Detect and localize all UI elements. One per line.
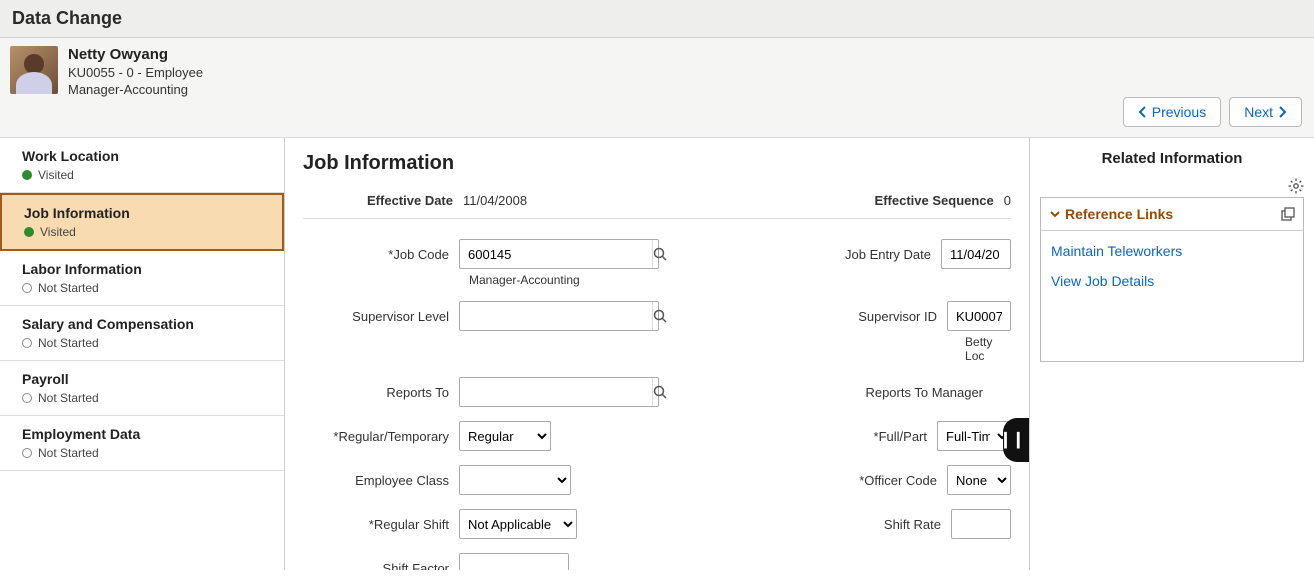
step-work-location[interactable]: Work Location Visited: [0, 138, 284, 193]
reg-temp-select[interactable]: Regular: [459, 421, 551, 451]
officer-code-label: Officer Code: [727, 473, 947, 488]
emp-class-select[interactable]: [459, 465, 571, 495]
reports-to-label: Reports To: [303, 385, 459, 400]
reg-shift-label: Regular Shift: [303, 517, 459, 532]
step-status: Visited: [40, 225, 76, 239]
step-salary-compensation[interactable]: Salary and Compensation Not Started: [0, 306, 284, 361]
supervisor-id-input[interactable]: [947, 301, 1011, 331]
shift-factor-input[interactable]: [459, 553, 569, 570]
avatar: [10, 46, 58, 94]
status-dot-icon: [22, 338, 32, 348]
status-dot-icon: [22, 393, 32, 403]
card-title-row[interactable]: Reference Links: [1049, 206, 1173, 222]
reg-temp-label: Regular/Temporary: [303, 429, 459, 444]
step-status: Not Started: [38, 391, 99, 405]
step-status: Not Started: [38, 446, 99, 460]
left-step-nav: Work Location Visited Job Information Vi…: [0, 138, 285, 570]
step-labor-information[interactable]: Labor Information Not Started: [0, 251, 284, 306]
step-employment-data[interactable]: Employment Data Not Started: [0, 416, 284, 471]
step-title: Salary and Compensation: [22, 316, 270, 332]
reports-to-manager-label: Reports To Manager: [773, 385, 993, 400]
step-title: Employment Data: [22, 426, 270, 442]
link-maintain-teleworkers[interactable]: Maintain Teleworkers: [1051, 243, 1293, 259]
job-code-field[interactable]: [459, 239, 659, 269]
step-payroll[interactable]: Payroll Not Started: [0, 361, 284, 416]
section-heading: Job Information: [303, 152, 1011, 175]
settings-button[interactable]: [1288, 178, 1304, 194]
person-title-line: Manager-Accounting: [68, 82, 203, 97]
effective-seq-value: 0: [1004, 193, 1011, 208]
step-status: Not Started: [38, 336, 99, 350]
person-id-line: KU0055 - 0 - Employee: [68, 65, 203, 80]
shift-rate-input[interactable]: [951, 509, 1011, 539]
status-dot-icon: [22, 170, 32, 180]
gear-icon: [1288, 178, 1304, 194]
job-entry-date-label: Job Entry Date: [721, 247, 941, 262]
previous-button[interactable]: Previous: [1123, 97, 1221, 127]
pause-icon: ▎▎: [1004, 432, 1029, 449]
person-bar: Netty Owyang KU0055 - 0 - Employee Manag…: [0, 38, 1314, 138]
page-title: Data Change: [12, 8, 1302, 29]
shift-rate-label: Shift Rate: [731, 517, 951, 532]
link-view-job-details[interactable]: View Job Details: [1051, 273, 1293, 289]
search-icon: [653, 385, 667, 399]
page-header: Data Change: [0, 0, 1314, 38]
status-dot-icon: [22, 448, 32, 458]
status-dot-icon: [24, 227, 34, 237]
previous-label: Previous: [1152, 104, 1206, 120]
related-info-panel: Related Information Reference Links Main…: [1029, 138, 1314, 570]
job-code-description: Manager-Accounting: [469, 273, 1011, 287]
step-title: Work Location: [22, 148, 270, 164]
full-part-select[interactable]: Full-Time: [937, 421, 1011, 451]
reference-links-card: Reference Links Maintain Teleworkers Vie…: [1040, 197, 1304, 362]
supervisor-level-label: Supervisor Level: [303, 309, 459, 324]
job-code-input[interactable]: [460, 240, 652, 268]
effective-seq-label: Effective Sequence: [814, 193, 994, 208]
officer-code-select[interactable]: None: [947, 465, 1011, 495]
reports-to-field[interactable]: [459, 377, 659, 407]
reg-shift-select[interactable]: Not Applicable: [459, 509, 577, 539]
search-icon: [653, 309, 667, 323]
status-dot-icon: [22, 283, 32, 293]
step-status: Visited: [38, 168, 74, 182]
expand-card-button[interactable]: [1281, 207, 1295, 221]
step-title: Job Information: [24, 205, 268, 221]
step-job-information[interactable]: Job Information Visited: [0, 193, 284, 251]
step-title: Payroll: [22, 371, 270, 387]
chevron-left-icon: [1138, 106, 1148, 118]
reports-to-lookup-button[interactable]: [652, 378, 667, 406]
job-entry-date-input[interactable]: [941, 239, 1011, 269]
supervisor-level-field[interactable]: [459, 301, 659, 331]
chevron-down-icon: [1049, 208, 1061, 220]
card-title: Reference Links: [1065, 206, 1173, 222]
person-name: Netty Owyang: [68, 46, 203, 63]
effective-date-label: Effective Date: [303, 193, 453, 208]
effective-date-value: 11/04/2008: [463, 193, 527, 208]
step-status: Not Started: [38, 281, 99, 295]
related-info-heading: Related Information: [1030, 138, 1314, 175]
popout-icon: [1281, 207, 1295, 221]
supervisor-level-input[interactable]: [460, 302, 652, 330]
supervisor-level-lookup-button[interactable]: [652, 302, 667, 330]
chevron-right-icon: [1277, 106, 1287, 118]
reports-to-input[interactable]: [460, 378, 652, 406]
main-content: Job Information Effective Date 11/04/200…: [285, 138, 1029, 570]
full-part-label: Full/Part: [717, 429, 937, 444]
search-icon: [653, 247, 667, 261]
next-label: Next: [1244, 104, 1273, 120]
next-button[interactable]: Next: [1229, 97, 1302, 127]
job-code-lookup-button[interactable]: [652, 240, 667, 268]
emp-class-label: Employee Class: [303, 473, 459, 488]
supervisor-id-description: Betty Loc: [965, 335, 1011, 363]
supervisor-id-label: Supervisor ID: [727, 309, 947, 324]
step-title: Labor Information: [22, 261, 270, 277]
shift-factor-label: Shift Factor: [303, 561, 459, 571]
job-code-label: Job Code: [303, 247, 459, 262]
panel-collapse-handle[interactable]: ▎▎: [1003, 418, 1029, 462]
